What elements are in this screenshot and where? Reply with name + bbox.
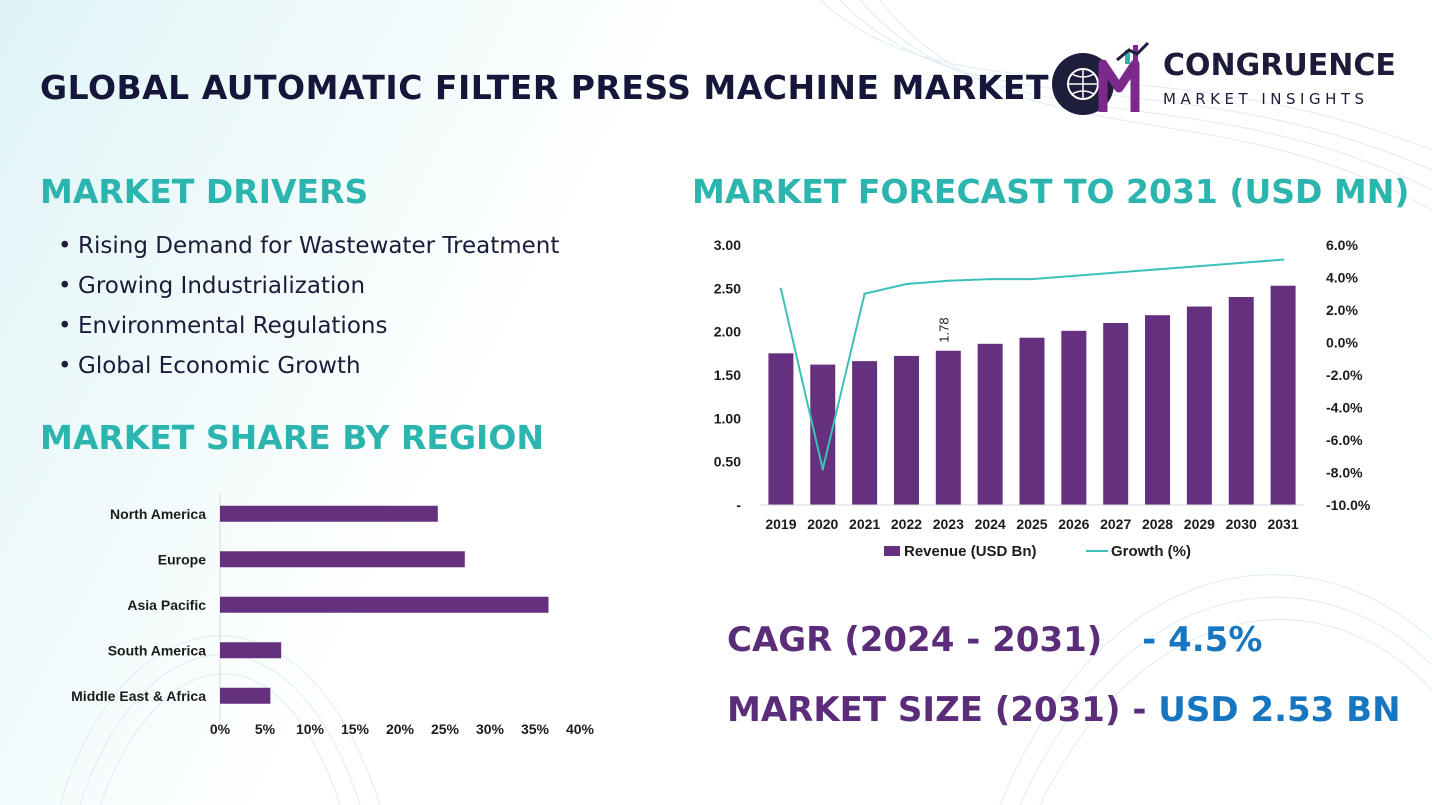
category-label: South America <box>108 642 206 658</box>
y-tick-label: 3.00 <box>714 237 741 253</box>
x-tick-label: 2019 <box>765 516 796 532</box>
forecast-chart: - 0.50 1.00 1.50 2.00 2.50 3.00 -10.0% -8.0% -6.0… <box>714 237 1371 560</box>
x-tick-label: 0% <box>210 721 231 737</box>
bar <box>1061 330 1087 505</box>
y2-tick-label: 4.0% <box>1326 270 1358 286</box>
y2-tick-label: -8.0% <box>1326 465 1363 481</box>
x-tick-label: 2022 <box>891 516 922 532</box>
y-tick-label: 0.50 <box>714 454 741 470</box>
driver-item: • Environmental Regulations <box>58 313 388 339</box>
growth-point <box>1114 271 1117 274</box>
category-label: North America <box>110 506 206 522</box>
logo-name: CONGRUENCE <box>1163 48 1396 83</box>
y2-tick-label: 2.0% <box>1326 302 1358 318</box>
company-logo: CONGRUENCE MARKET INSIGHTS <box>1045 41 1405 117</box>
x-tick-label: 2025 <box>1016 516 1047 532</box>
bar <box>935 350 961 505</box>
driver-item: • Growing Industrialization <box>58 273 366 299</box>
x-tick-label: 15% <box>341 721 370 737</box>
market-size-kpi: MARKET SIZE (2031) - USD 2.53 BN <box>727 690 1401 730</box>
x-tick-label: 2031 <box>1267 516 1298 532</box>
forecast-heading: MARKET FORECAST TO 2031 (USD MN) <box>692 172 1410 211</box>
growth-point <box>1156 268 1159 271</box>
x-tick-label: 2026 <box>1058 516 1089 532</box>
x-tick-label: 30% <box>476 721 505 737</box>
x-tick-label: 10% <box>296 721 325 737</box>
cagr-value: - 4.5% <box>1142 620 1263 660</box>
legend-label-growth: Growth (%) <box>1111 543 1191 560</box>
bar <box>1186 306 1212 505</box>
market-size-value: USD 2.53 BN <box>1158 690 1401 730</box>
drivers-heading: MARKET DRIVERS <box>40 172 369 211</box>
bar <box>1019 337 1045 505</box>
bar <box>220 687 271 704</box>
y2-tick-label: 0.0% <box>1326 335 1358 351</box>
y-tick-label: 2.50 <box>714 280 741 296</box>
growth-point <box>1198 264 1201 268</box>
bar <box>1270 285 1296 505</box>
x-tick-label: 2020 <box>807 516 838 532</box>
cagr-kpi: CAGR (2024 - 2031) - 4.5% <box>727 620 1262 660</box>
growth-point <box>1240 261 1243 265</box>
legend-swatch-revenue <box>884 546 900 556</box>
y-tick-label: 1.00 <box>714 410 741 426</box>
growth-point <box>988 277 992 281</box>
bar <box>893 355 919 505</box>
category-label: Asia Pacific <box>127 597 206 613</box>
x-tick-label: 2021 <box>849 516 880 532</box>
bar <box>220 505 438 522</box>
market-size-label: MARKET SIZE (2031) - <box>727 690 1147 730</box>
cagr-label: CAGR (2024 - 2031) <box>727 620 1103 660</box>
category-label: Middle East & Africa <box>71 688 206 704</box>
bar <box>977 343 1003 505</box>
growth-point <box>821 468 824 471</box>
y2-tick-label: -4.0% <box>1326 400 1363 416</box>
region-heading: MARKET SHARE BY REGION <box>40 418 544 457</box>
x-tick-label: 2024 <box>975 516 1006 532</box>
y-tick-label: - <box>736 497 741 513</box>
x-tick-label: 25% <box>431 721 460 737</box>
y-tick-label: 2.00 <box>714 324 741 340</box>
growth-point <box>1072 274 1076 278</box>
bar <box>220 596 549 613</box>
legend-label-revenue: Revenue (USD Bn) <box>904 543 1037 560</box>
bar <box>768 353 794 505</box>
bar <box>1228 297 1254 505</box>
y2-tick-label: 6.0% <box>1326 237 1358 253</box>
growth-point <box>1281 258 1285 261</box>
x-tick-label: 2023 <box>933 516 964 532</box>
bar <box>220 642 282 659</box>
drivers-list: • Rising Demand for Wastewater Treatment … <box>58 228 559 388</box>
growth-point <box>1030 277 1034 281</box>
growth-point <box>947 279 950 282</box>
bar <box>1145 315 1171 505</box>
x-tick-label: 2030 <box>1226 516 1257 532</box>
driver-item: • Global Economic Growth <box>58 353 361 379</box>
bar <box>852 361 878 505</box>
y2-tick-label: -10.0% <box>1326 497 1371 513</box>
x-tick-label: 40% <box>566 721 595 737</box>
y2-tick-label: -6.0% <box>1326 432 1363 448</box>
category-label: Europe <box>158 551 206 567</box>
growth-point <box>905 282 908 286</box>
logo-mark-icon <box>1052 41 1150 115</box>
driver-item: • Rising Demand for Wastewater Treatment <box>58 233 560 259</box>
data-label: 1.78 <box>936 317 951 342</box>
growth-point <box>779 287 783 291</box>
growth-point <box>863 292 866 295</box>
x-tick-label: 20% <box>386 721 415 737</box>
region-share-chart: North America Europe Asia Pacific South Ame… <box>71 493 595 737</box>
logo-subtitle: MARKET INSIGHTS <box>1163 90 1369 108</box>
x-tick-label: 2027 <box>1100 516 1131 532</box>
x-tick-label: 2028 <box>1142 516 1173 532</box>
x-tick-label: 2029 <box>1184 516 1215 532</box>
page-title: GLOBAL AUTOMATIC FILTER PRESS MACHINE MA… <box>40 68 1049 107</box>
x-tick-label: 5% <box>255 721 276 737</box>
y-tick-label: 1.50 <box>714 367 741 383</box>
x-tick-label: 35% <box>521 721 550 737</box>
bar <box>220 551 465 568</box>
y2-tick-label: -2.0% <box>1326 367 1363 383</box>
bar <box>1103 323 1129 505</box>
